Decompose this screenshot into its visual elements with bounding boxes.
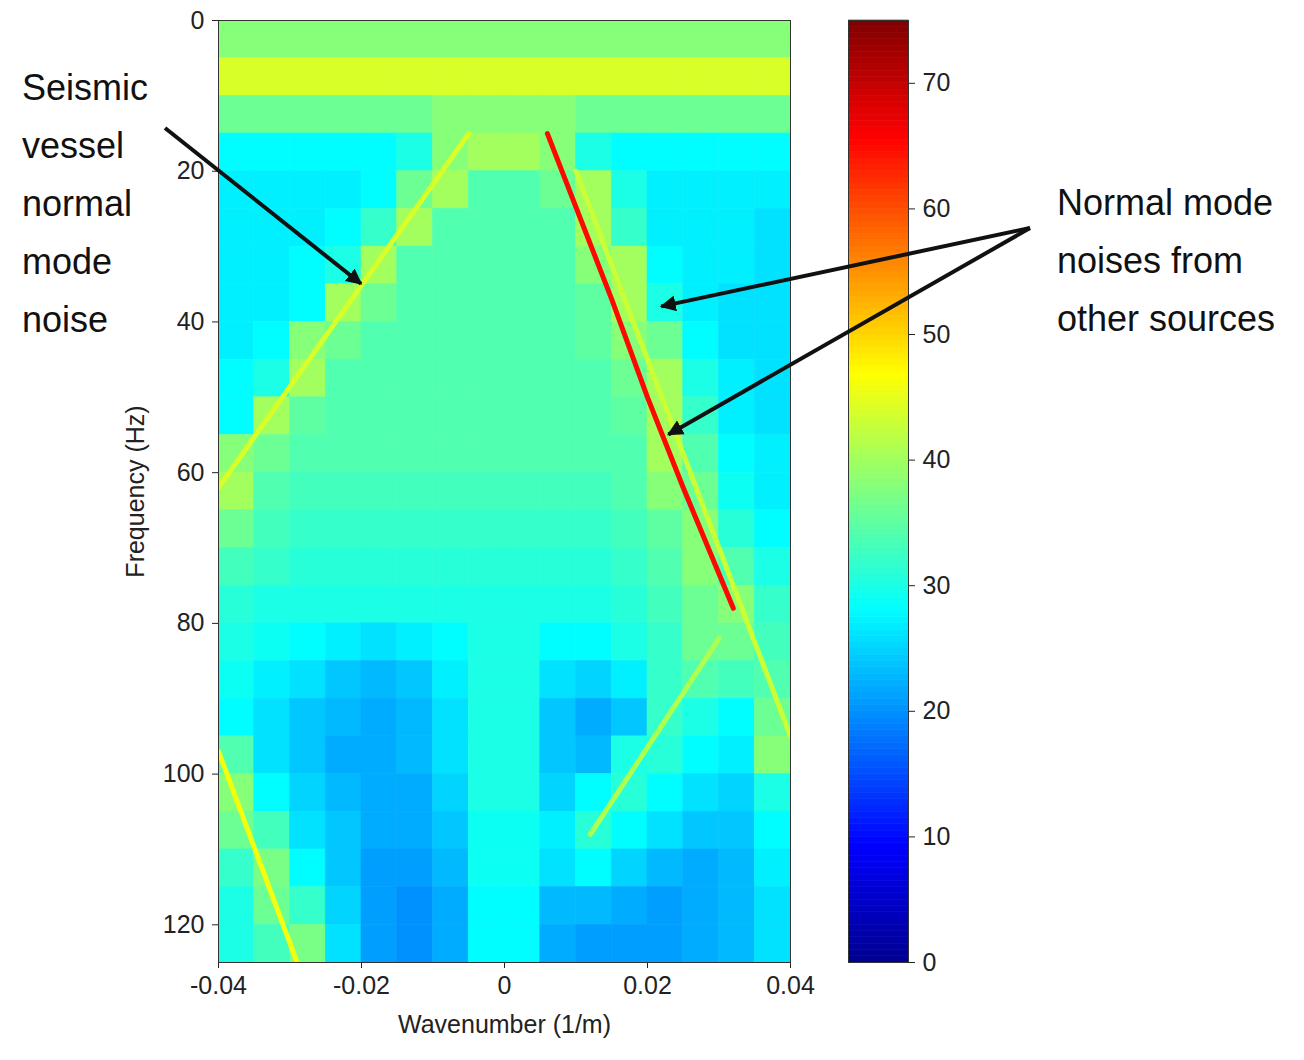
- svg-text:120: 120: [163, 910, 205, 938]
- svg-text:30: 30: [923, 571, 951, 599]
- svg-text:10: 10: [923, 822, 951, 850]
- svg-text:Frequency (Hz): Frequency (Hz): [121, 405, 149, 577]
- svg-text:Seismicvesselnormalmodenoise: Seismicvesselnormalmodenoise: [22, 67, 148, 340]
- svg-text:0: 0: [498, 971, 512, 999]
- svg-text:40: 40: [923, 445, 951, 473]
- svg-text:40: 40: [177, 307, 205, 335]
- svg-text:20: 20: [923, 696, 951, 724]
- svg-text:70: 70: [923, 68, 951, 96]
- svg-text:Wavenumber (1/m): Wavenumber (1/m): [398, 1010, 611, 1038]
- svg-text:0: 0: [923, 948, 937, 976]
- svg-text:100: 100: [163, 759, 205, 787]
- svg-text:0.02: 0.02: [623, 971, 672, 999]
- svg-text:0: 0: [191, 6, 205, 34]
- svg-text:80: 80: [177, 608, 205, 636]
- svg-text:50: 50: [923, 320, 951, 348]
- svg-text:Normal modenoises fromother so: Normal modenoises fromother sources: [1057, 182, 1275, 339]
- svg-text:60: 60: [923, 194, 951, 222]
- svg-text:20: 20: [177, 156, 205, 184]
- svg-text:-0.02: -0.02: [333, 971, 390, 999]
- svg-text:60: 60: [177, 458, 205, 486]
- svg-text:0.04: 0.04: [766, 971, 815, 999]
- svg-text:-0.04: -0.04: [190, 971, 247, 999]
